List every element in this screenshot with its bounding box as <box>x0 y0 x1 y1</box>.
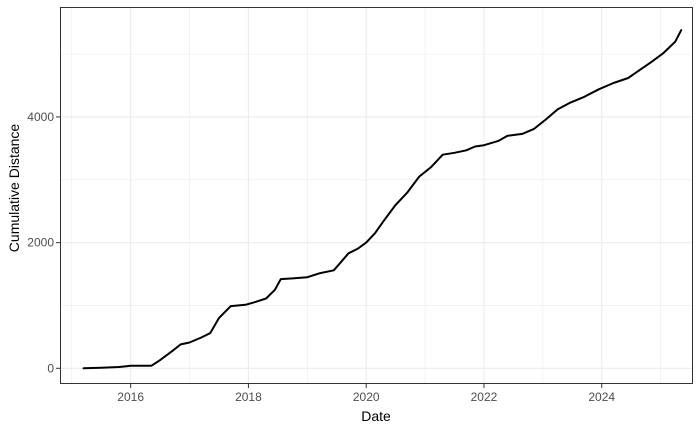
y-axis-title: Cumulative Distance <box>6 124 22 253</box>
y-tick-label: 4000 <box>27 110 54 124</box>
x-tick-label: 2024 <box>588 390 615 404</box>
major-gridlines <box>60 7 693 384</box>
y-tick-label: 2000 <box>27 236 54 250</box>
minor-gridlines <box>60 7 693 384</box>
x-axis-title: Date <box>361 408 391 424</box>
plot-panel-border <box>60 7 693 384</box>
x-axis-ticks: 2016 2018 2020 2022 2024 <box>117 384 615 404</box>
series-layer <box>82 29 683 370</box>
x-tick-label: 2020 <box>353 390 380 404</box>
x-tick-label: 2018 <box>235 390 262 404</box>
y-tick-label: 0 <box>47 361 54 375</box>
series-line <box>82 29 683 370</box>
y-axis-ticks: 0 2000 4000 <box>27 110 60 375</box>
x-tick-label: 2022 <box>471 390 498 404</box>
x-tick-label: 2016 <box>117 390 144 404</box>
